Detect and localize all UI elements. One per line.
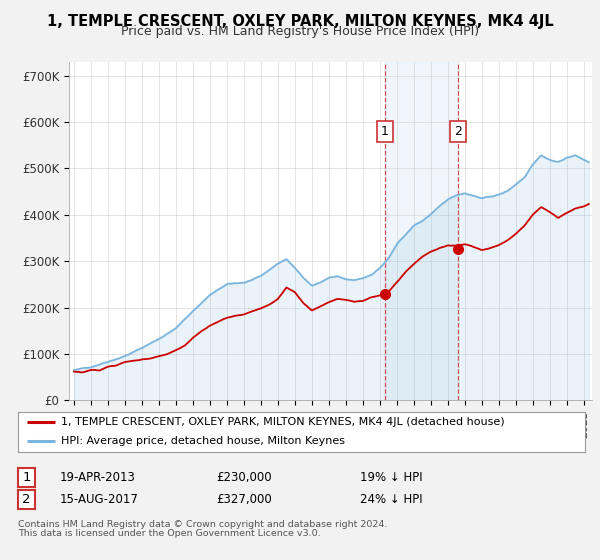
Text: This data is licensed under the Open Government Licence v3.0.: This data is licensed under the Open Gov…: [18, 529, 320, 538]
Text: 1, TEMPLE CRESCENT, OXLEY PARK, MILTON KEYNES, MK4 4JL (detached house): 1, TEMPLE CRESCENT, OXLEY PARK, MILTON K…: [61, 418, 504, 427]
Text: £230,000: £230,000: [216, 471, 272, 484]
Text: 2: 2: [22, 493, 31, 506]
Bar: [385, 62, 458, 400]
Text: 1: 1: [381, 125, 389, 138]
Text: 2: 2: [454, 125, 462, 138]
Text: £327,000: £327,000: [216, 493, 272, 506]
Text: 24% ↓ HPI: 24% ↓ HPI: [360, 493, 422, 506]
Text: 19% ↓ HPI: 19% ↓ HPI: [360, 471, 422, 484]
Text: 1: 1: [22, 471, 31, 484]
Text: Contains HM Land Registry data © Crown copyright and database right 2024.: Contains HM Land Registry data © Crown c…: [18, 520, 388, 529]
Text: Price paid vs. HM Land Registry's House Price Index (HPI): Price paid vs. HM Land Registry's House …: [121, 25, 479, 38]
Text: 19-APR-2013: 19-APR-2013: [60, 471, 136, 484]
Text: 15-AUG-2017: 15-AUG-2017: [60, 493, 139, 506]
Text: HPI: Average price, detached house, Milton Keynes: HPI: Average price, detached house, Milt…: [61, 436, 344, 446]
Text: 1, TEMPLE CRESCENT, OXLEY PARK, MILTON KEYNES, MK4 4JL: 1, TEMPLE CRESCENT, OXLEY PARK, MILTON K…: [47, 14, 553, 29]
